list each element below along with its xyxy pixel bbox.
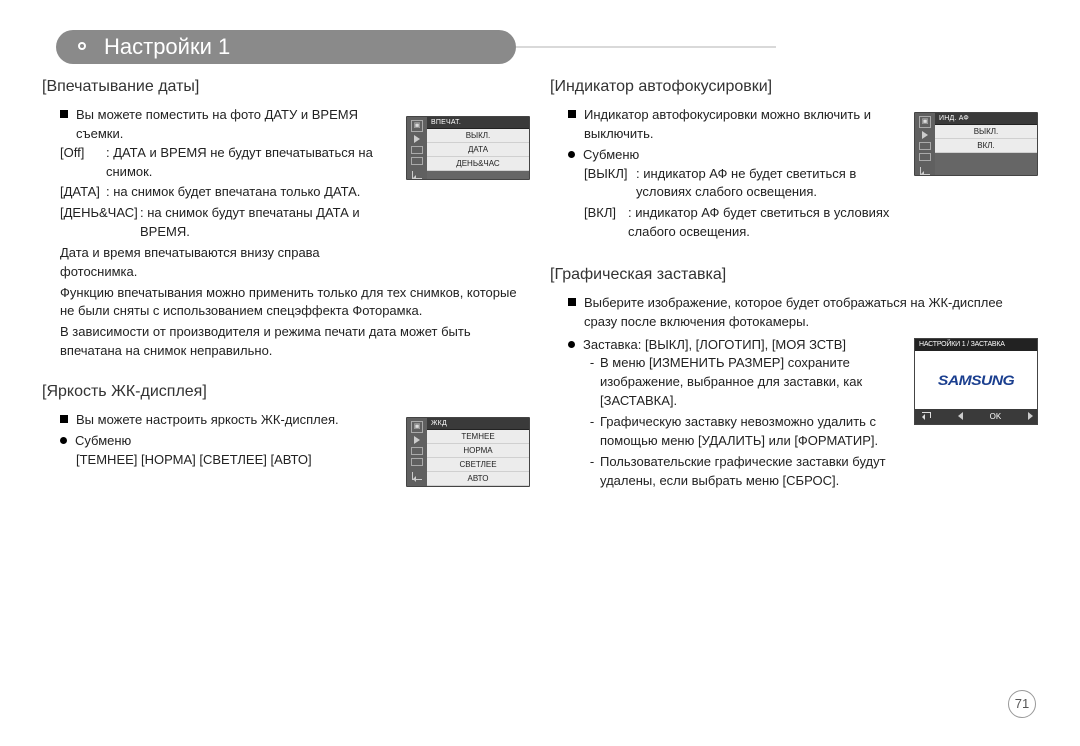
lcd-item: ДЕНЬ&ЧАС bbox=[427, 157, 529, 171]
lcd-right-arrow-icon bbox=[1028, 412, 1033, 420]
def-key-af-on: [ВКЛ] bbox=[584, 204, 628, 242]
lcd-tool-icon bbox=[411, 157, 423, 165]
startup-sub: Заставка: [ВЫКЛ], [ЛОГОТИП], [МОЯ ЗСТВ] bbox=[583, 337, 846, 352]
lcd-item: СВЕТЛЕЕ bbox=[427, 458, 529, 472]
square-bullet-icon bbox=[568, 298, 576, 306]
lcd-tool-icon bbox=[411, 146, 423, 154]
lcd-sidebar-icon: ▣ bbox=[919, 116, 931, 128]
dot-bullet-icon bbox=[568, 341, 575, 348]
lcd-item: ВКЛ. bbox=[935, 139, 1037, 153]
page-title: Настройки 1 bbox=[104, 30, 230, 64]
section-title-startup-image: [Графическая заставка] bbox=[550, 266, 1038, 284]
lcd-play-icon bbox=[414, 436, 420, 444]
date-note-1: Дата и время впечатываются внизу справа … bbox=[60, 244, 398, 282]
brightness-sub: Субменю bbox=[75, 433, 131, 448]
af-sub: Субменю bbox=[583, 147, 639, 162]
lcd-play-icon bbox=[922, 131, 928, 139]
dash-bullet: - bbox=[584, 354, 600, 411]
lcd-startup-bar: НАСТРОЙКИ 1 / ЗАСТАВКА bbox=[915, 339, 1037, 351]
lcd-return-icon bbox=[920, 167, 930, 175]
brightness-intro: Вы можете настроить яркость ЖК-дисплея. bbox=[76, 412, 339, 427]
lcd-item: ВЫКЛ. bbox=[427, 129, 529, 143]
startup-d2: Графическую заставку невозможно удалить … bbox=[600, 413, 906, 451]
dash-bullet: - bbox=[584, 453, 600, 491]
date-note-3: В зависимости от производителя и режима … bbox=[60, 323, 530, 361]
lcd-brightness: ▣ ЖКД ТЕМНЕЕ НОРМА СВЕТЛЕЕ bbox=[406, 417, 530, 487]
def-key-daytime: [ДЕНЬ&ЧАС] bbox=[60, 204, 140, 242]
date-imprint-intro: Вы можете поместить на фото ДАТУ и ВРЕМЯ… bbox=[76, 107, 358, 141]
lcd-sidebar-icon: ▣ bbox=[411, 421, 423, 433]
def-val-off: : ДАТА и ВРЕМЯ не будут впечатываться на… bbox=[106, 144, 398, 182]
dot-bullet-icon bbox=[568, 151, 575, 158]
lcd-date-imprint: ▣ ВПЕЧАТ. ВЫКЛ. ДАТА ДЕНЬ&ЧАС bbox=[406, 116, 530, 180]
lcd-play-icon bbox=[414, 135, 420, 143]
lcd-startup: НАСТРОЙКИ 1 / ЗАСТАВКА SAMSUNG OK bbox=[914, 338, 1038, 425]
lcd-item: ВЫКЛ. bbox=[935, 125, 1037, 139]
lcd-af: ▣ ИНД. АФ ВЫКЛ. ВКЛ. bbox=[914, 112, 1038, 176]
lcd-return-icon bbox=[412, 171, 422, 179]
lcd-tool-icon bbox=[411, 458, 423, 466]
dot-bullet-icon bbox=[60, 437, 67, 444]
lcd-tab: ИНД. АФ bbox=[935, 113, 1037, 125]
startup-d1: В меню [ИЗМЕНИТЬ РАЗМЕР] сохраните изобр… bbox=[600, 354, 906, 411]
chapter-title-bar: Настройки 1 bbox=[56, 30, 1038, 64]
lcd-item: НОРМА bbox=[427, 444, 529, 458]
def-key-off: [Off] bbox=[60, 144, 106, 182]
section-title-date-imprint: [Впечатывание даты] bbox=[42, 78, 530, 96]
lcd-item: ТЕМНЕЕ bbox=[427, 430, 529, 444]
def-val-af-on: : индикатор АФ будет светиться в условия… bbox=[628, 204, 906, 242]
def-key-date: [ДАТА] bbox=[60, 183, 106, 202]
lcd-ok-label: OK bbox=[990, 412, 1002, 421]
lcd-sidebar: ▣ bbox=[407, 117, 427, 179]
def-key-af-off: [ВЫКЛ] bbox=[584, 165, 636, 203]
section-title-af-indicator: [Индикатор автофокусировки] bbox=[550, 78, 1038, 96]
lcd-return-icon bbox=[412, 472, 422, 480]
def-val-af-off: : индикатор АФ не будет светиться в усло… bbox=[636, 165, 906, 203]
def-val-daytime: : на снимок будут впечатаны ДАТА и ВРЕМЯ… bbox=[140, 204, 398, 242]
lcd-sidebar: ▣ bbox=[407, 418, 427, 486]
lcd-tab: ВПЕЧАТ. bbox=[427, 117, 529, 129]
square-bullet-icon bbox=[568, 110, 576, 118]
lcd-sidebar-icon: ▣ bbox=[411, 120, 423, 132]
lcd-tool-icon bbox=[411, 447, 423, 455]
startup-d3: Пользовательские графические заставки бу… bbox=[600, 453, 906, 491]
square-bullet-icon bbox=[60, 110, 68, 118]
date-note-2: Функцию впечатывания можно применить тол… bbox=[60, 284, 530, 322]
startup-intro: Выберите изображение, которое будет отоб… bbox=[584, 295, 1003, 329]
lcd-tool-icon bbox=[919, 153, 931, 161]
lcd-tool-icon bbox=[919, 142, 931, 150]
samsung-logo: SAMSUNG bbox=[938, 372, 1014, 388]
page-number: 71 bbox=[1008, 690, 1036, 718]
section-title-lcd-brightness: [Яркость ЖК-дисплея] bbox=[42, 383, 530, 401]
dash-bullet: - bbox=[584, 413, 600, 451]
brightness-values: [ТЕМНЕЕ] [НОРМА] [СВЕТЛЕЕ] [АВТО] bbox=[76, 451, 398, 470]
title-dot-icon bbox=[78, 42, 86, 50]
lcd-left-arrow-icon bbox=[958, 412, 963, 420]
lcd-item: ДАТА bbox=[427, 143, 529, 157]
lcd-startup-footer: OK bbox=[915, 409, 1037, 424]
lcd-return-icon bbox=[919, 412, 931, 420]
lcd-startup-logo-area: SAMSUNG bbox=[915, 351, 1037, 409]
lcd-item: АВТО bbox=[427, 472, 529, 486]
lcd-sidebar: ▣ bbox=[915, 113, 935, 175]
lcd-tab: ЖКД bbox=[427, 418, 529, 430]
square-bullet-icon bbox=[60, 415, 68, 423]
af-intro: Индикатор автофокусировки можно включить… bbox=[584, 107, 871, 141]
def-val-date: : на снимок будет впечатана только ДАТА. bbox=[106, 183, 398, 202]
